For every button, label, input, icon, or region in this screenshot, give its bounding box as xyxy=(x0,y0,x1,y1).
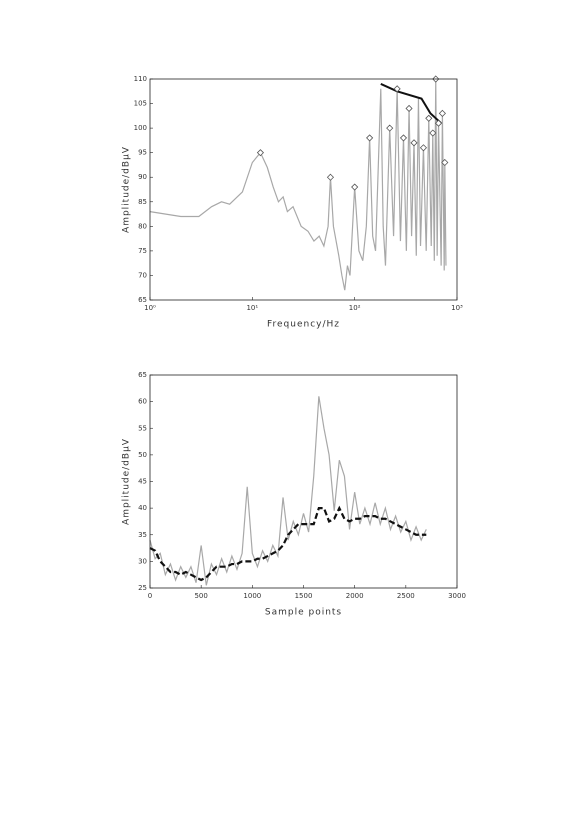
x-tick-label: 1500 xyxy=(295,592,313,600)
y-tick-label: 30 xyxy=(138,557,147,565)
x-tick-label: 1000 xyxy=(243,592,261,600)
diamond-marker xyxy=(425,114,433,122)
series-line xyxy=(380,82,442,124)
diamond-marker xyxy=(386,124,394,132)
diamond-marker xyxy=(434,119,443,127)
y-axis-label: Amplitude/dBμV xyxy=(122,146,132,233)
x-tick-label: 10² xyxy=(349,304,361,312)
series-line xyxy=(149,396,427,586)
y-tick-label: 50 xyxy=(138,451,147,459)
series-line xyxy=(149,78,447,291)
plot-frame xyxy=(149,374,458,589)
y-tick-label: 110 xyxy=(134,75,147,83)
y-axis-label: Amplitude/dBμV xyxy=(122,438,132,525)
x-tick-label: 2000 xyxy=(346,592,364,600)
diamond-marker xyxy=(256,149,265,157)
diamond-marker xyxy=(399,134,408,142)
diamond-marker xyxy=(393,85,401,93)
x-tick-label: 2500 xyxy=(397,592,415,600)
y-tick-label: 40 xyxy=(138,504,147,512)
y-tick-label: 85 xyxy=(138,198,147,206)
diamond-marker xyxy=(366,134,374,142)
y-tick-label: 90 xyxy=(138,173,147,181)
y-tick-label: 60 xyxy=(138,398,147,406)
plot-frame xyxy=(149,78,458,301)
diamond-marker xyxy=(438,109,446,117)
y-tick-label: 35 xyxy=(138,531,147,539)
x-tick-label: 10¹ xyxy=(246,304,258,312)
x-tick-label: 10³ xyxy=(451,304,463,312)
y-tick-label: 80 xyxy=(138,222,147,230)
y-tick-label: 55 xyxy=(138,424,147,432)
diamond-marker xyxy=(410,139,418,147)
diamond-marker xyxy=(419,144,428,152)
y-tick-label: 65 xyxy=(138,296,147,304)
x-tick-label: 10⁰ xyxy=(144,304,156,312)
y-tick-label: 105 xyxy=(134,100,147,108)
y-tick-label: 70 xyxy=(138,271,147,279)
y-tick-label: 25 xyxy=(138,584,147,592)
x-axis-label: Frequency/Hz xyxy=(267,320,340,330)
diamond-marker xyxy=(405,104,413,113)
x-tick-label: 500 xyxy=(194,592,207,600)
y-tick-label: 75 xyxy=(138,247,147,255)
diamond-marker xyxy=(326,173,335,181)
x-tick-label: 3000 xyxy=(448,592,466,600)
diamond-marker xyxy=(441,158,449,167)
x-tick-label: 0 xyxy=(148,592,152,600)
diamond-marker xyxy=(351,183,359,191)
y-tick-label: 65 xyxy=(138,371,147,379)
y-tick-label: 45 xyxy=(138,478,147,486)
y-tick-label: 95 xyxy=(138,149,147,157)
diamond-marker xyxy=(429,129,437,137)
x-axis-label: Sample points xyxy=(265,608,342,618)
y-tick-label: 100 xyxy=(134,124,147,132)
series-line xyxy=(149,505,427,582)
